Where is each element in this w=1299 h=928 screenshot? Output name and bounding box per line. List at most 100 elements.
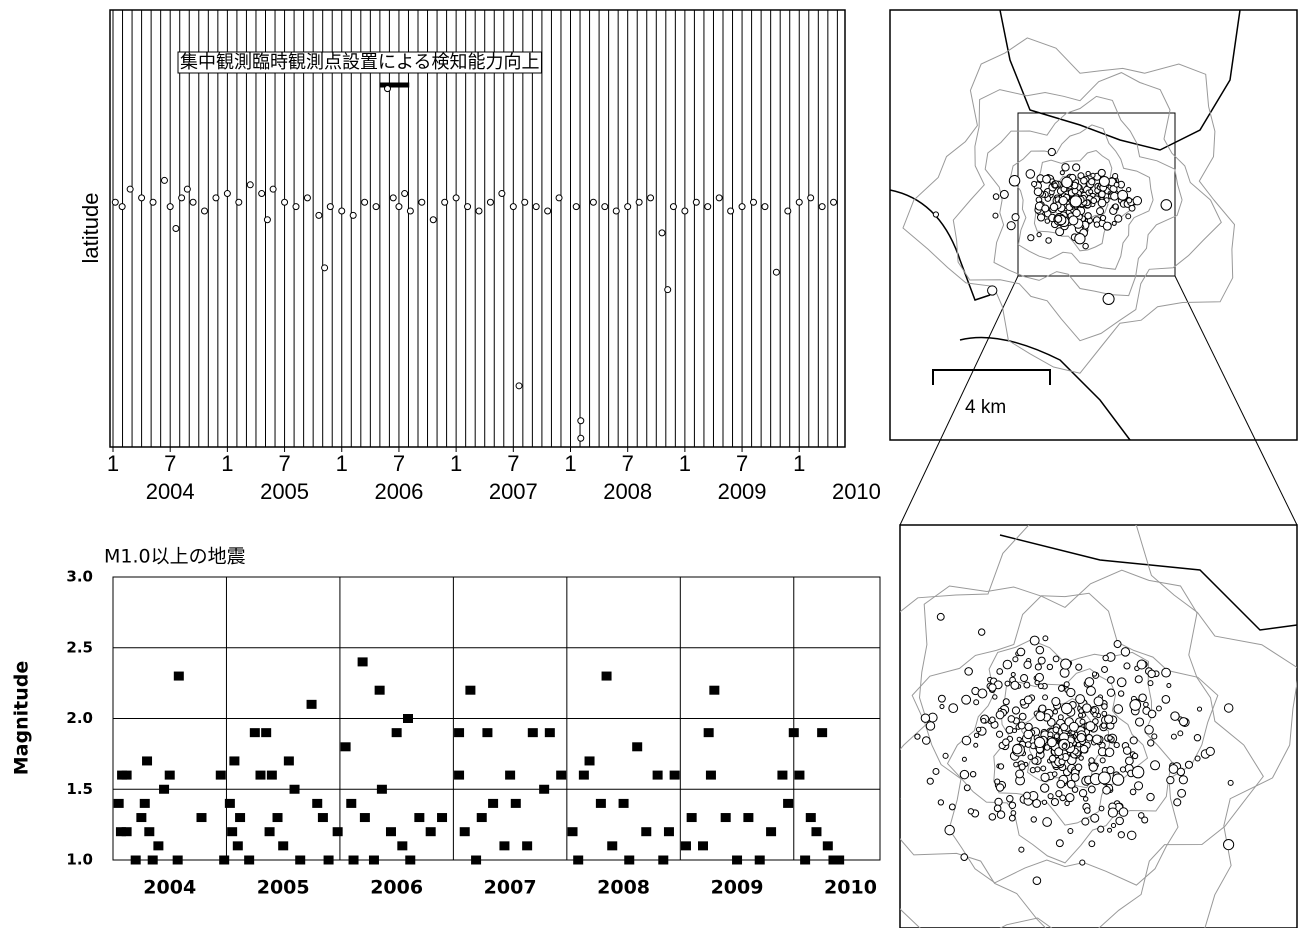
event [1113,181,1120,188]
point [705,770,716,780]
event [1034,663,1042,671]
event [1016,647,1026,657]
point [153,841,164,851]
point [425,827,436,837]
event [988,683,997,692]
event [1107,807,1118,818]
event [973,732,980,738]
event [1132,195,1143,206]
event [999,189,1009,199]
event [1170,711,1180,721]
year-label: 2005 [260,479,309,504]
event [1054,214,1063,223]
event [1101,703,1108,710]
point [828,855,839,865]
event [1002,738,1010,747]
point [572,203,580,211]
event [1035,645,1045,655]
event [1123,662,1131,670]
event [1040,772,1050,782]
event [1184,760,1194,769]
event [1078,788,1088,798]
point [272,813,283,823]
event [1007,715,1016,723]
event [1223,839,1235,851]
point [556,770,567,780]
event [992,212,999,219]
event [1097,771,1111,785]
y-axis-label: Magnitude [11,661,33,775]
event [1066,687,1076,698]
point [346,798,357,808]
point [800,855,811,865]
event [1146,792,1155,802]
point [805,813,816,823]
point [738,203,746,211]
event [1170,733,1177,740]
point [471,855,482,865]
point [703,728,714,738]
event [1046,663,1054,671]
event [1150,760,1161,771]
event [1102,785,1111,795]
point [761,203,769,211]
scale-label: 4 km [965,397,1006,418]
event [1088,762,1098,772]
point [607,841,618,851]
event [964,667,973,676]
event [1056,779,1066,789]
event [1048,754,1057,763]
event [1104,747,1115,758]
point [372,203,380,211]
x-tick-label: 1 [221,451,233,476]
event [1023,681,1031,689]
year-label: 2010 [832,479,881,504]
point [441,198,449,206]
point [292,203,300,211]
x-tick-label: 1 [107,451,119,476]
point [303,194,311,202]
point [178,194,186,202]
point [312,798,323,808]
point [567,827,578,837]
point [532,203,540,211]
event [1097,198,1107,208]
event [1008,175,1021,187]
point [295,855,306,865]
event [1129,788,1137,796]
point [229,756,240,766]
event [1119,766,1127,773]
event [1102,221,1112,231]
point [794,770,805,780]
point [750,198,757,206]
event [1100,722,1108,729]
chart-title: M1.0以上の地震 [104,546,246,568]
point [219,855,230,865]
event [1068,215,1079,226]
point [692,198,700,206]
event [1147,669,1156,679]
point [766,827,777,837]
point [475,207,483,215]
event [1037,656,1046,665]
point [144,827,155,837]
event [1059,667,1070,678]
point [578,770,589,780]
point [235,813,246,823]
event [1030,816,1037,823]
event [1107,827,1113,833]
event [1147,680,1154,687]
event [1042,694,1048,701]
point [164,770,175,780]
event [1147,739,1155,747]
event [961,694,972,705]
point [709,685,720,695]
point [258,190,266,198]
event [1084,212,1092,220]
point [632,742,643,752]
point [263,216,271,224]
event [1082,242,1089,250]
point [510,798,521,808]
point [664,286,672,294]
